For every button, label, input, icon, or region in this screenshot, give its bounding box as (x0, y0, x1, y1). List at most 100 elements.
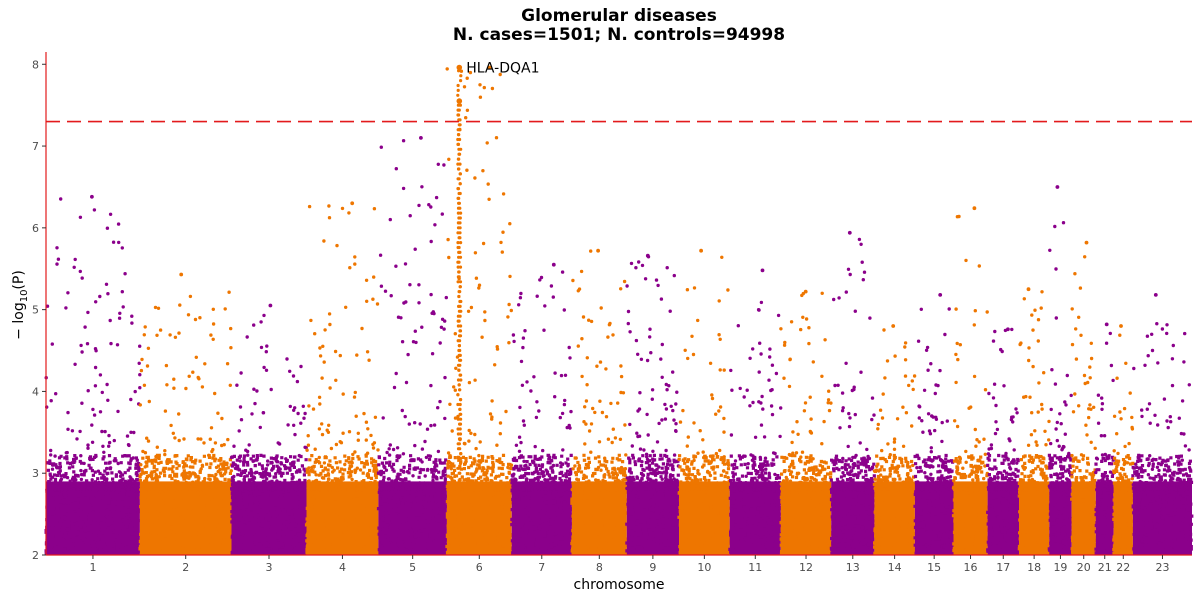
snp-point (541, 470, 546, 475)
snp-point (690, 334, 694, 338)
snp-point (643, 277, 648, 281)
snp-point (116, 461, 120, 466)
snp-point (892, 440, 897, 444)
snp-point (177, 331, 181, 335)
chromosome-6-points (445, 65, 514, 555)
snp-point (243, 486, 247, 490)
snp-point (365, 350, 370, 354)
snp-point (962, 485, 966, 489)
snp-point (327, 312, 332, 316)
snp-point (645, 412, 649, 417)
snp-point (498, 432, 502, 436)
snp-point (630, 444, 634, 448)
snp-point (916, 480, 920, 484)
snp-point (187, 476, 191, 480)
snp-point (115, 343, 120, 347)
snp-point (176, 480, 180, 484)
snp-point (922, 388, 927, 392)
snp-point (953, 487, 957, 492)
chromosome-16-points (951, 206, 989, 555)
snp-point (105, 382, 109, 387)
snp-point (229, 455, 234, 460)
snp-point (252, 475, 256, 479)
snp-point (1148, 421, 1152, 425)
snp-point (594, 478, 598, 482)
snp-point (82, 461, 86, 466)
snp-point (733, 483, 737, 487)
snp-point (715, 481, 720, 486)
snp-point (198, 316, 202, 320)
snp-point (395, 454, 400, 458)
snp-point (629, 471, 633, 475)
snp-point (632, 487, 637, 492)
snp-point (445, 67, 449, 71)
snp-point (101, 480, 105, 485)
snp-point (109, 341, 113, 346)
snp-point (117, 240, 121, 245)
snp-point (911, 463, 915, 468)
snp-point (203, 487, 208, 492)
snp-point (379, 284, 384, 288)
chromosome-8-base (570, 453, 628, 555)
snp-point (446, 237, 450, 242)
snp-point (220, 416, 224, 421)
snp-point (351, 452, 355, 457)
snp-point (1094, 470, 1098, 475)
snp-point (272, 486, 277, 491)
snp-point (241, 460, 246, 464)
snp-point (740, 487, 744, 492)
snp-point (187, 374, 191, 378)
snp-point (85, 480, 89, 485)
snp-point (818, 470, 823, 474)
snp-point (453, 474, 457, 479)
snp-point (138, 344, 142, 348)
snp-point (307, 466, 311, 470)
snp-point (1041, 460, 1045, 465)
snp-point (623, 473, 628, 478)
snp-point (760, 394, 764, 399)
snp-point (435, 487, 439, 492)
snp-point (930, 414, 934, 418)
snp-point (467, 484, 471, 489)
snp-point (467, 428, 471, 433)
snp-point (940, 464, 945, 468)
snp-point (527, 487, 531, 492)
snp-point (224, 467, 228, 471)
snp-point (155, 445, 159, 449)
snp-point (629, 487, 633, 492)
snp-point (722, 368, 726, 372)
snp-point (695, 478, 699, 482)
snp-point (1021, 464, 1025, 468)
snp-point (50, 467, 55, 471)
snp-point (965, 487, 969, 492)
snp-point (564, 475, 569, 479)
snp-point (505, 484, 509, 488)
snp-point (558, 471, 562, 475)
snp-point (532, 470, 537, 474)
snp-point (1145, 484, 1149, 488)
snp-point (387, 447, 391, 451)
snp-point (760, 483, 764, 487)
snp-point (1130, 477, 1135, 481)
snp-point (401, 452, 406, 456)
snp-point (473, 432, 477, 437)
snp-point (566, 464, 570, 468)
snp-point (392, 385, 397, 390)
snp-point (846, 444, 850, 449)
snp-point (376, 448, 380, 452)
snp-point (408, 214, 412, 218)
snp-point (938, 368, 942, 373)
hla-column-point (459, 412, 463, 416)
snp-point (514, 482, 519, 486)
snp-point (964, 460, 968, 464)
snp-point (115, 487, 119, 492)
snp-point (473, 176, 477, 180)
snp-point (426, 467, 430, 472)
snp-point (306, 434, 310, 438)
y-tick-label: 5 (32, 304, 39, 317)
snp-point (560, 411, 565, 416)
snp-point (759, 352, 763, 356)
snp-point (987, 391, 991, 396)
snp-point (718, 368, 722, 372)
snp-point (83, 325, 87, 329)
